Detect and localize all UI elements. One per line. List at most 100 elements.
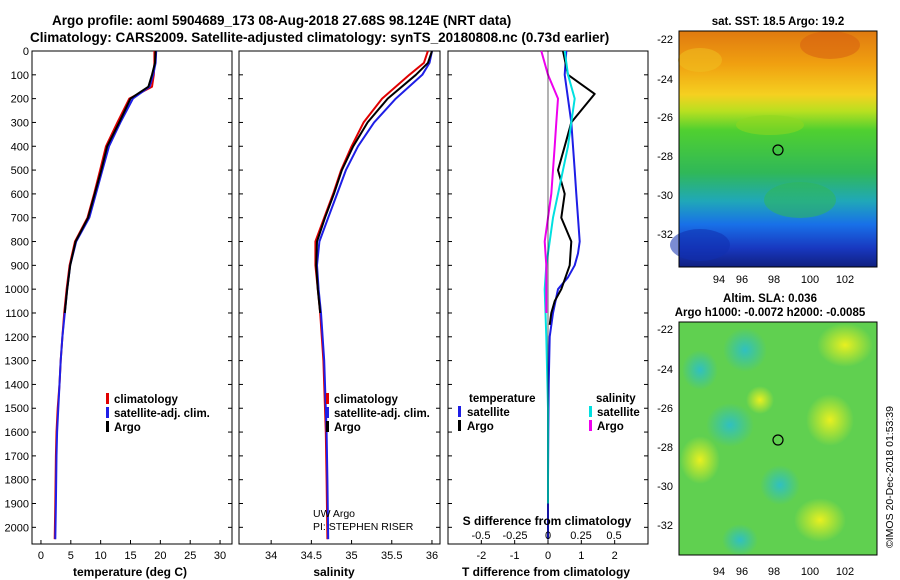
sst-lat-tick: -30 — [657, 190, 673, 202]
sla-y-axis: -22 -24 -26 -28 -30 -32 — [657, 324, 673, 532]
series-line-argo — [63, 50, 157, 314]
depth-tick-label: 1200 — [5, 332, 29, 344]
x-tick-label: 0 — [545, 550, 551, 562]
legend-argo-label: Argo — [334, 422, 361, 434]
depth-tick-label: 1800 — [5, 475, 29, 487]
sla-lon-tick: 98 — [768, 566, 780, 578]
sst-map-title: sat. SST: 18.5 Argo: 19.2 — [712, 16, 845, 28]
sla-low-patch — [760, 465, 800, 505]
sla-argo-position-marker — [772, 434, 784, 446]
x-tick-label: 5 — [68, 550, 74, 562]
depth-tick-label: 1000 — [5, 284, 29, 296]
legend-s-satellite-swatch — [589, 406, 592, 417]
sla-lat-tick: -30 — [657, 481, 673, 493]
legend-t-satellite-swatch — [458, 406, 461, 417]
sst-lon-tick: 94 — [713, 274, 725, 286]
x-tick-label: 20 — [154, 550, 166, 562]
s-tick-label: -0.5 — [472, 530, 491, 542]
depth-tick-label: 1400 — [5, 379, 29, 391]
sla-texture — [680, 323, 873, 556]
depth-tick-label: 2000 — [5, 522, 29, 534]
depth-tick-label: 1500 — [5, 403, 29, 415]
sst-argo-position-marker — [772, 144, 784, 156]
temperature-plot-frame — [31, 50, 233, 545]
difference-series — [540, 50, 596, 540]
x-tick-label: -1 — [510, 550, 520, 562]
legend-satellite-label: satellite-adj. clim. — [334, 408, 430, 420]
sla-map: Altim. SLA: 0.036 Argo h1000: -0.0072 h2… — [657, 293, 878, 578]
sst-lat-tick: -32 — [657, 229, 673, 241]
x-tick-label: 35.5 — [381, 550, 402, 562]
difference-panel: -2 -1 0 1 2 T difference from climatology S … — [447, 50, 649, 579]
legend-t-satellite-label: satellite — [467, 407, 510, 419]
figure-title-line2: Climatology: CARS2009. Satellite-adjuste… — [30, 30, 609, 45]
legend-temperature-title: temperature — [469, 393, 535, 405]
legend-salinity-title: salinity — [596, 393, 636, 405]
sla-high-patch — [806, 394, 854, 446]
sla-lat-tick: -32 — [657, 520, 673, 532]
t-difference-xlabel: T difference from climatology — [462, 565, 630, 579]
sst-lon-tick: 96 — [736, 274, 748, 286]
series-line-t-argo — [548, 50, 596, 326]
salinity-series — [314, 50, 433, 540]
float-credit-line2: PI: STEPHEN RISER — [313, 521, 414, 533]
figure-title-line1: Argo profile: aoml 5904689_173 08-Aug-20… — [52, 13, 511, 28]
sla-high-patch — [817, 323, 873, 367]
legend-t-argo-swatch — [458, 420, 461, 431]
x-tick-label: 35 — [345, 550, 357, 562]
legend-argo-swatch — [106, 421, 109, 432]
sla-map-title: Altim. SLA: 0.036 — [723, 293, 817, 305]
sla-lat-tick: -28 — [657, 442, 673, 454]
x-tick-label: 25 — [184, 550, 196, 562]
sst-y-axis: -22 -24 -26 -28 -30 -32 — [657, 34, 673, 241]
sla-map-subtitle: Argo h1000: -0.0072 h2000: -0.0085 — [675, 307, 866, 319]
depth-tick-label: 1100 — [5, 308, 29, 320]
legend-argo-label: Argo — [114, 422, 141, 434]
sla-low-patch — [723, 328, 767, 372]
legend-climatology-swatch — [326, 393, 329, 404]
sst-lat-tick: -24 — [657, 74, 673, 86]
sst-lat-tick: -22 — [657, 34, 673, 46]
series-line-s-argo — [540, 50, 559, 313]
salinity-x-axis: 34 34.5 35 35.5 36 — [265, 540, 438, 562]
s-tick-label: 0.25 — [570, 530, 591, 542]
imos-timestamp: ©IMOS 20-Dec-2018 01:53:39 — [884, 406, 896, 548]
sla-low-patch — [706, 403, 754, 447]
sla-lat-tick: -22 — [657, 324, 673, 336]
x-tick-label: 10 — [95, 550, 107, 562]
sla-high-patch — [680, 436, 720, 484]
x-tick-label: 15 — [124, 550, 136, 562]
s-difference-label: S difference from climatology — [463, 514, 632, 528]
x-tick-label: 34.5 — [301, 550, 322, 562]
salinity-panel: 34 34.5 35 35.5 36 salinity climatology sate… — [238, 50, 441, 579]
depth-tick-label: 700 — [11, 213, 29, 225]
depth-axis: 0 100 200 300 400 500 600 700 800 900 1000 1100 1200… — [5, 46, 29, 534]
s-tick-label: 0.5 — [606, 530, 621, 542]
salinity-plot-frame — [238, 50, 441, 545]
temperature-x-axis: 0 5 10 15 20 25 30 — [38, 540, 226, 562]
legend-climatology-swatch — [106, 393, 109, 404]
sst-lat-tick: -26 — [657, 112, 673, 124]
series-line-argo — [315, 50, 433, 314]
depth-tick-label: 500 — [11, 165, 29, 177]
depth-tick-label: 100 — [11, 70, 29, 82]
series-line-s-satellite — [543, 50, 576, 504]
x-tick-label: 34 — [265, 550, 277, 562]
sst-lon-tick: 102 — [836, 274, 854, 286]
sst-texture — [670, 31, 860, 261]
x-tick-label: 30 — [214, 550, 226, 562]
depth-tick-label: 400 — [11, 141, 29, 153]
legend-climatology-label: climatology — [114, 394, 179, 406]
x-tick-label: 1 — [578, 550, 584, 562]
sla-lon-tick: 102 — [836, 566, 854, 578]
sst-front — [736, 115, 804, 135]
depth-tick-label: 0 — [23, 46, 29, 58]
sla-low-patch — [682, 350, 718, 390]
salinity-xlabel: salinity — [313, 565, 355, 579]
x-tick-label: 2 — [612, 550, 618, 562]
series-line-satellite-adj-clim — [316, 50, 433, 540]
difference-legend: temperature satellite Argo salinity sate… — [458, 393, 640, 433]
depth-tick-label: 200 — [11, 94, 29, 106]
legend-t-argo-label: Argo — [467, 421, 494, 433]
temperature-panel: 0100200300400500600700800900100011001200… — [5, 46, 233, 579]
